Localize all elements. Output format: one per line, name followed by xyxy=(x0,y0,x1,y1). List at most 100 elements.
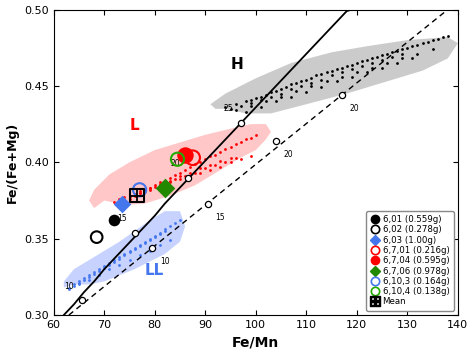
Point xyxy=(151,182,159,188)
Point xyxy=(318,77,325,83)
Point xyxy=(383,51,391,57)
Point xyxy=(141,189,148,194)
Point xyxy=(166,178,173,184)
Point xyxy=(181,173,189,179)
Point xyxy=(85,274,93,280)
Point xyxy=(176,170,184,176)
Point xyxy=(110,259,118,264)
Point xyxy=(146,248,154,254)
Point xyxy=(272,98,280,104)
Point xyxy=(110,199,118,205)
Point xyxy=(277,91,285,97)
Point xyxy=(272,138,280,144)
Point xyxy=(247,100,255,105)
Text: 15: 15 xyxy=(215,213,225,222)
Point xyxy=(378,53,386,58)
Point xyxy=(232,108,239,113)
Point xyxy=(156,230,164,235)
Point xyxy=(166,224,173,229)
Point xyxy=(247,103,255,109)
Point xyxy=(201,157,209,162)
Point xyxy=(393,48,401,54)
Point xyxy=(358,59,365,64)
Point xyxy=(328,68,336,73)
Point xyxy=(298,83,305,89)
Point xyxy=(363,57,371,63)
Point xyxy=(434,36,441,42)
Point xyxy=(136,187,144,193)
Point xyxy=(262,98,270,104)
Point xyxy=(166,179,173,185)
Point xyxy=(106,260,113,266)
Point xyxy=(151,233,159,239)
Point xyxy=(207,163,214,168)
Point xyxy=(110,257,118,263)
Point xyxy=(247,97,255,103)
Point xyxy=(328,72,336,78)
Point xyxy=(252,132,260,138)
Point xyxy=(85,273,93,278)
Point xyxy=(292,88,300,93)
Polygon shape xyxy=(64,211,185,288)
Point xyxy=(161,185,169,191)
Point xyxy=(166,175,173,180)
Point xyxy=(348,74,356,80)
Point xyxy=(373,54,381,60)
Point xyxy=(323,69,330,75)
Point xyxy=(173,157,181,162)
Text: 15: 15 xyxy=(118,214,127,223)
Point xyxy=(126,248,133,254)
Point xyxy=(247,135,255,141)
Point xyxy=(156,231,164,237)
Point xyxy=(217,158,224,164)
Point xyxy=(338,74,346,80)
Point xyxy=(444,33,452,38)
Point xyxy=(399,51,406,57)
Y-axis label: Fe/(Fe+Mg): Fe/(Fe+Mg) xyxy=(6,122,18,203)
Point xyxy=(257,104,264,110)
Point xyxy=(287,82,295,87)
Point xyxy=(419,40,426,46)
Point xyxy=(257,94,264,99)
Point xyxy=(308,80,315,86)
Point xyxy=(80,277,88,283)
Point xyxy=(70,282,78,287)
Point xyxy=(429,47,437,52)
Point xyxy=(298,78,305,84)
Point xyxy=(368,56,376,61)
Point xyxy=(222,146,229,151)
Point xyxy=(222,104,229,110)
Point xyxy=(116,254,123,260)
Point xyxy=(196,165,204,171)
Point xyxy=(333,78,340,84)
Point xyxy=(95,268,103,274)
Point xyxy=(121,198,128,203)
Point xyxy=(133,193,141,199)
Point xyxy=(161,178,169,184)
Point xyxy=(85,277,93,283)
Point xyxy=(100,265,108,271)
Text: 25: 25 xyxy=(223,104,233,113)
Point xyxy=(116,256,123,261)
Point xyxy=(95,266,103,272)
Point xyxy=(292,80,300,86)
Point xyxy=(227,159,234,165)
Point xyxy=(201,165,209,171)
Point xyxy=(338,92,346,98)
Point xyxy=(146,185,154,191)
Point xyxy=(93,234,100,240)
Point xyxy=(100,263,108,269)
Point xyxy=(131,230,138,235)
Point xyxy=(409,56,416,61)
Point xyxy=(121,253,128,258)
Point xyxy=(338,69,346,75)
Point xyxy=(156,181,164,186)
Polygon shape xyxy=(89,124,271,208)
Point xyxy=(65,286,73,292)
Point xyxy=(141,187,148,193)
Point xyxy=(393,60,401,66)
Point xyxy=(196,170,204,176)
Point xyxy=(156,184,164,190)
Point xyxy=(227,144,234,150)
Point xyxy=(148,245,156,251)
